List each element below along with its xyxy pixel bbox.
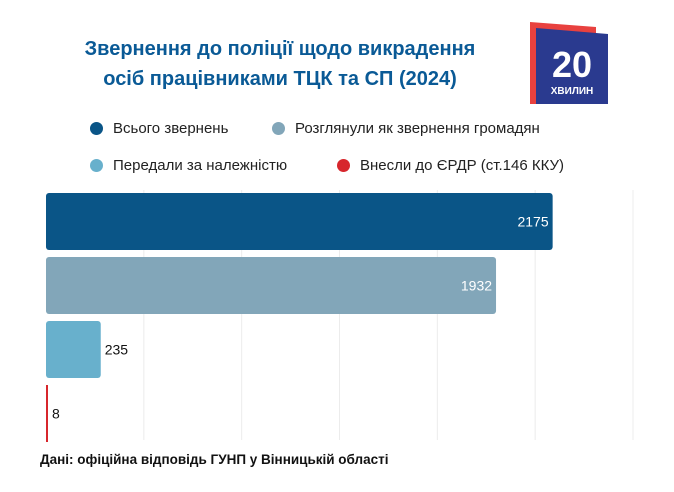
legend-label: Передали за належністю: [113, 157, 288, 174]
legend-item-total: Всього звернень: [90, 120, 228, 137]
title-line-2: осіб працівниками ТЦК та СП (2024): [103, 68, 457, 90]
legend-label: Внесли до ЄРДР (ст.146 ККУ): [360, 157, 565, 174]
legend-dot-icon: [90, 159, 103, 172]
legend-dot-icon: [90, 122, 103, 135]
legend-item-reviewed: Розглянули як звернення громадян: [272, 120, 540, 137]
bar-2: [46, 257, 497, 314]
chart-title: Звернення до поліції щодо викрадення осі…: [20, 34, 540, 94]
legend-dot-icon: [337, 159, 350, 172]
logo-number: 20: [552, 44, 592, 85]
source-note: Дані: офіційна відповідь ГУНП у Вінницьк…: [40, 452, 389, 467]
legend-label: Розглянули як звернення громадян: [295, 120, 540, 137]
data-label: 1932: [461, 278, 492, 294]
data-label: 2175: [517, 214, 548, 230]
legend-dot-icon: [272, 122, 285, 135]
title-line-1: Звернення до поліції щодо викрадення: [84, 38, 476, 60]
data-label: 235: [105, 342, 129, 358]
bar-4: [46, 385, 48, 442]
legend-item-forwarded: Передали за належністю: [90, 157, 287, 174]
logo-word: ХВИЛИН: [551, 86, 594, 97]
logo-body: [536, 28, 608, 104]
data-label: 8: [52, 406, 60, 422]
legend-item-erdr: Внесли до ЄРДР (ст.146 ККУ): [337, 157, 564, 174]
bar-1: [46, 193, 553, 250]
bar-3: [46, 321, 101, 378]
logo-20-hvylyn: 20 ХВИЛИН: [530, 22, 608, 104]
legend-label: Всього звернень: [113, 120, 229, 137]
